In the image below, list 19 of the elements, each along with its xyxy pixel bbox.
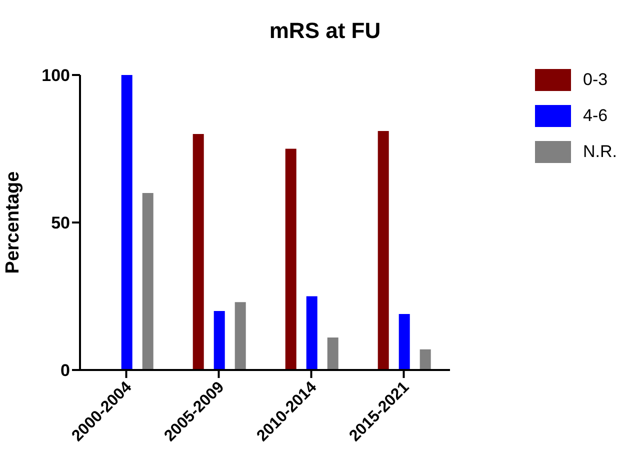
bar — [192, 134, 204, 370]
bar — [142, 193, 154, 370]
bar — [420, 349, 431, 370]
bar — [234, 302, 246, 370]
bar — [285, 148, 296, 370]
bar — [327, 338, 338, 370]
bar — [398, 314, 410, 370]
bar — [306, 296, 318, 370]
legend-label: 0-3 — [583, 70, 608, 90]
bar — [121, 75, 132, 370]
bar — [378, 131, 389, 370]
chart-title: mRS at FU — [268, 18, 382, 44]
legend-label: N.R. — [583, 142, 617, 162]
y-tick-label: 50 — [51, 214, 70, 233]
y-tick-label: 0 — [60, 361, 70, 380]
y-axis-title: Percentage — [2, 171, 24, 274]
bar — [214, 311, 225, 370]
y-tick-label: 100 — [42, 66, 70, 86]
legend-label: 4-6 — [583, 106, 608, 126]
